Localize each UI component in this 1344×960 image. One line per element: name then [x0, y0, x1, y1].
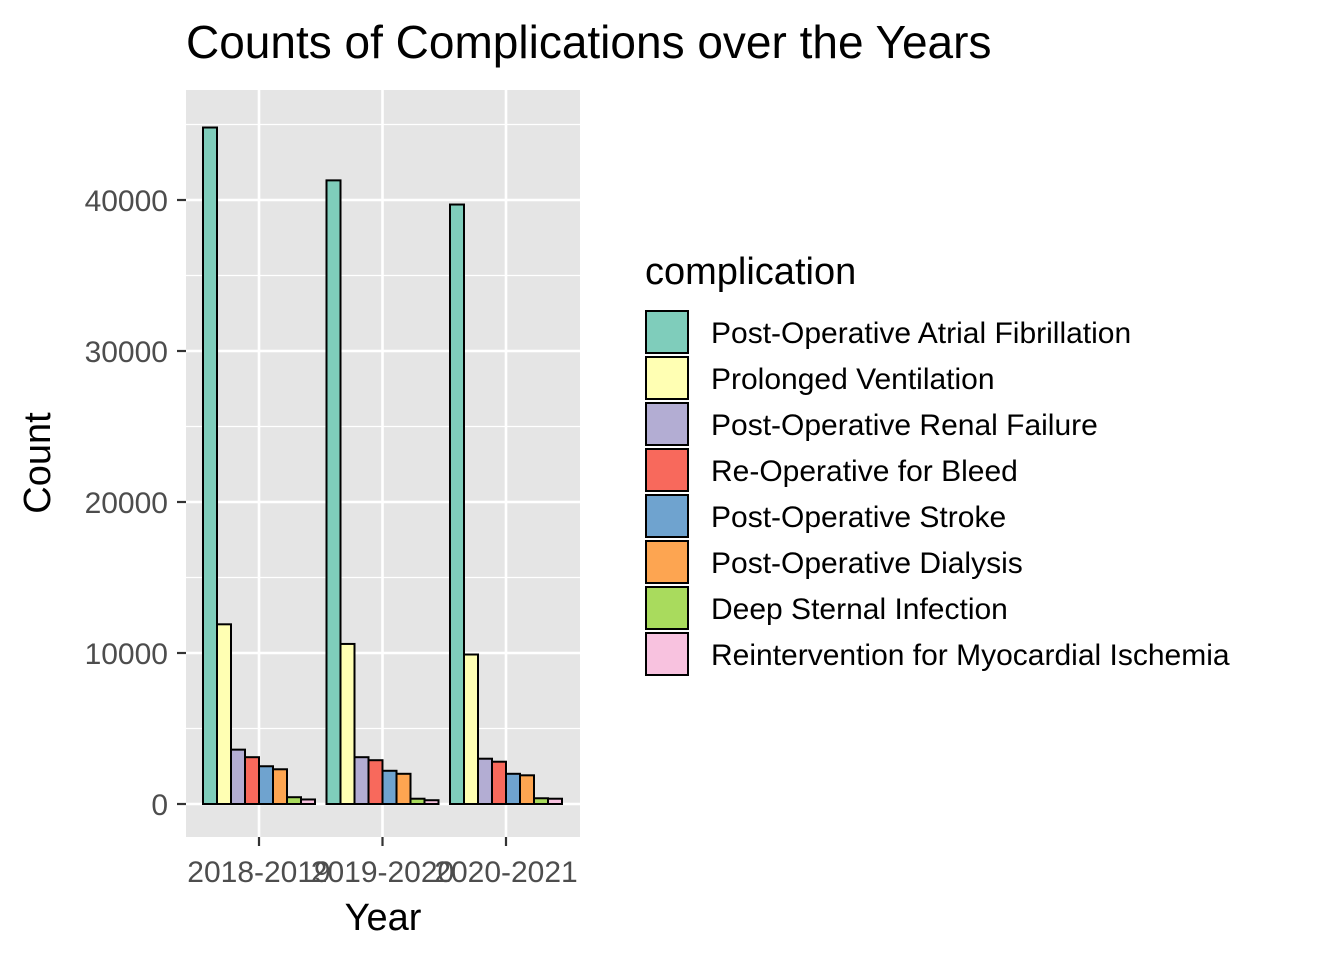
legend: complication Post-Operative Atrial Fibri… — [645, 251, 1230, 676]
y-axis-title: Count — [17, 412, 59, 514]
legend-label: Prolonged Ventilation — [711, 363, 995, 396]
legend-items: Post-Operative Atrial Fibrillation Prolon… — [645, 310, 1230, 676]
bar — [519, 774, 535, 805]
legend-swatch — [645, 448, 689, 492]
bar — [325, 179, 342, 805]
bar — [367, 759, 384, 806]
bar — [244, 756, 260, 806]
bar — [463, 653, 479, 806]
bar — [449, 203, 465, 805]
bar — [477, 757, 493, 806]
x-tick-label: 2018-2019 — [187, 856, 330, 889]
y-tick-label: 30000 — [85, 336, 168, 369]
legend-label: Deep Sternal Infection — [711, 593, 1008, 626]
bar — [216, 623, 232, 805]
y-axis: 0 10000 20000 30000 40000 — [85, 185, 186, 822]
bar — [547, 797, 563, 806]
legend-label: Reintervention for Myocardial Ischemia — [711, 639, 1230, 672]
legend-swatch — [645, 586, 689, 630]
legend-label: Post-Operative Dialysis — [711, 547, 1023, 580]
legend-swatch — [645, 540, 689, 584]
legend-label: Post-Operative Atrial Fibrillation — [711, 317, 1131, 350]
x-tick-label: 2019-2020 — [311, 856, 454, 889]
bar — [353, 756, 370, 806]
bar — [423, 799, 440, 805]
legend-swatch — [645, 402, 689, 446]
y-tick-label: 0 — [151, 789, 168, 822]
legend-label: Post-Operative Stroke — [711, 501, 1006, 534]
bar — [395, 772, 412, 805]
x-tick-label: 2020-2021 — [434, 856, 577, 889]
legend-swatch — [645, 310, 689, 354]
legend-swatch — [645, 356, 689, 400]
grid-lines — [186, 90, 580, 837]
bar — [230, 748, 246, 806]
legend-swatch — [645, 632, 689, 676]
legend-label: Re-Operative for Bleed — [711, 455, 1018, 488]
legend-title: complication — [645, 251, 856, 293]
bar — [491, 760, 507, 805]
legend-swatch — [645, 494, 689, 538]
chart-title: Counts of Complications over the Years — [186, 16, 991, 68]
bars — [202, 126, 563, 806]
bar — [505, 772, 521, 805]
legend-label: Post-Operative Renal Failure — [711, 409, 1098, 442]
bar — [202, 126, 218, 805]
bar — [272, 768, 288, 806]
x-axis-title: Year — [345, 897, 422, 939]
bar — [339, 642, 356, 805]
y-tick-label: 40000 — [85, 185, 168, 218]
y-tick-label: 20000 — [85, 487, 168, 520]
bar — [300, 798, 316, 805]
bar — [258, 765, 274, 805]
bar — [533, 797, 549, 806]
bar — [409, 797, 426, 806]
y-tick-label: 10000 — [85, 638, 168, 671]
bar — [286, 796, 302, 806]
bar — [381, 769, 398, 806]
